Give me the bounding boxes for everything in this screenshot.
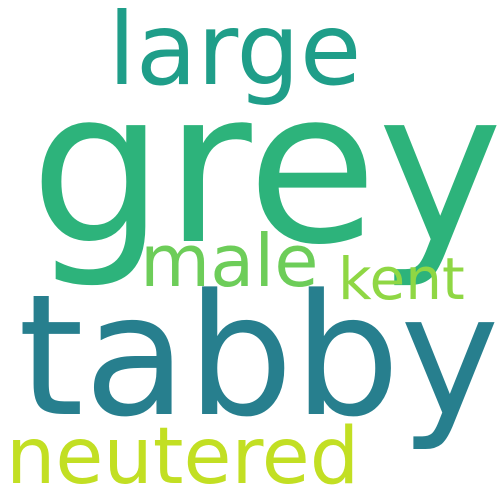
word-grey: grey (30, 44, 500, 291)
word-kent: kent (338, 245, 465, 313)
word-tabby: tabby (18, 258, 500, 454)
word-large: large (108, 0, 362, 108)
word-male: male (140, 219, 319, 303)
word-neutered: neutered (6, 412, 360, 500)
